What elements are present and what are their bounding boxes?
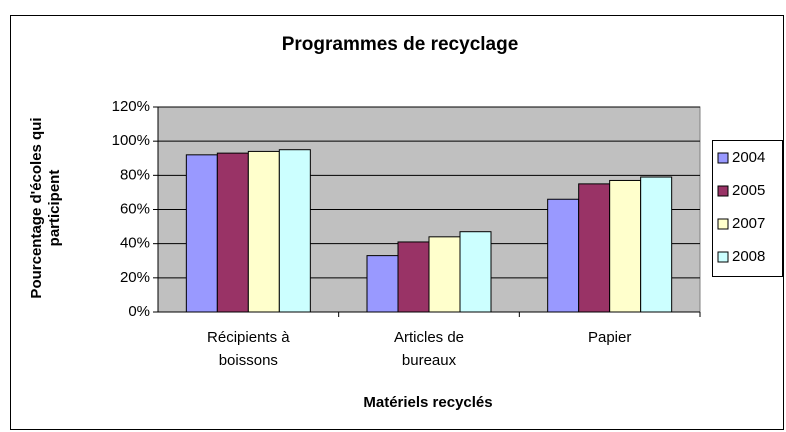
y-tick-label: 80%: [120, 166, 150, 183]
x-tick-label: Articles de bureaux: [393, 329, 465, 369]
chart-title: Programmes de recyclage: [282, 34, 519, 55]
bar: [216, 152, 249, 313]
legend-label: 2005: [732, 182, 765, 199]
y-tick-label: 20%: [120, 269, 150, 286]
legend-label: 2004: [732, 149, 765, 166]
y-tick-label: 60%: [120, 200, 150, 217]
legend-swatch: [717, 152, 729, 164]
bar: [278, 149, 311, 313]
y-tick-label: 0%: [128, 303, 150, 320]
x-axis-label: Matériels recyclés: [363, 394, 492, 411]
legend-label: 2007: [732, 215, 765, 232]
bar: [459, 231, 492, 313]
legend-swatch: [717, 251, 729, 263]
x-tick-label: Papier: [587, 329, 632, 346]
bar: [609, 179, 642, 313]
bar: [640, 176, 673, 313]
legend-label: 2008: [732, 248, 765, 265]
legend-swatch: [717, 218, 729, 230]
bar: [578, 183, 611, 313]
bar: [428, 236, 461, 313]
legend-swatch: [717, 185, 729, 197]
x-tick-label: Récipients à boissons: [207, 329, 290, 369]
bar: [185, 154, 218, 313]
y-axis-label: Pourcentage d'écoles qui participent: [28, 117, 63, 299]
y-tick-label: 40%: [120, 235, 150, 252]
bar: [547, 198, 580, 313]
bar: [366, 255, 399, 313]
bar: [397, 241, 430, 313]
bar: [247, 150, 280, 313]
y-tick-label: 120%: [112, 98, 150, 115]
y-tick-label: 100%: [112, 132, 150, 149]
